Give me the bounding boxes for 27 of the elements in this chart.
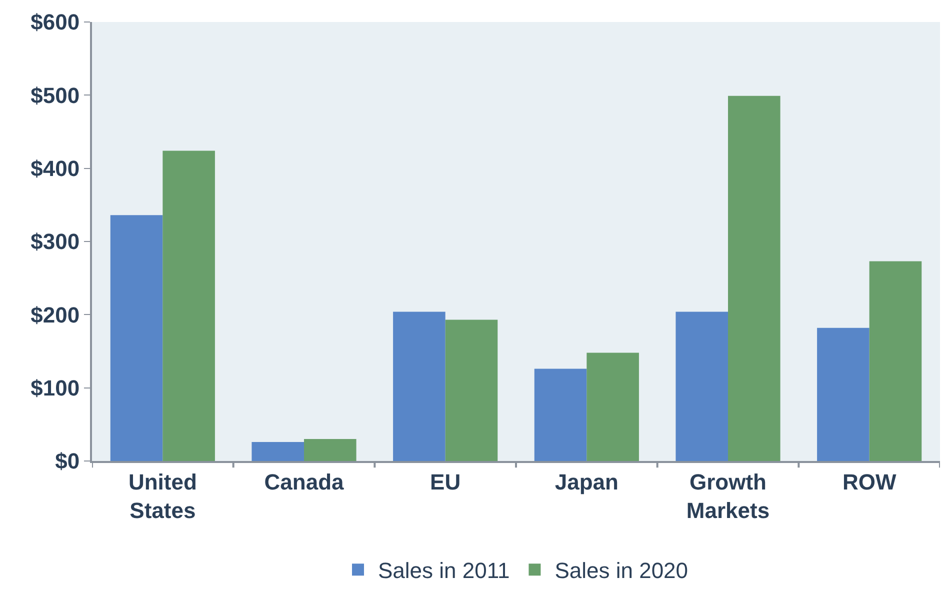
bar <box>252 442 304 461</box>
y-tick-label: $400 <box>30 156 80 182</box>
bar <box>676 312 728 461</box>
x-tick-label: Growth Markets <box>686 469 770 523</box>
y-tick-label: $500 <box>30 82 80 108</box>
x-tick-label: United States <box>128 469 197 523</box>
y-tick-label: $100 <box>30 376 80 401</box>
y-tick-label: $0 <box>55 448 80 474</box>
bar <box>393 312 446 461</box>
bar <box>869 261 922 461</box>
bar <box>534 368 587 461</box>
x-tick-label: ROW <box>842 469 896 494</box>
x-tick-label: Canada <box>264 469 344 494</box>
bar <box>586 352 639 461</box>
bar <box>728 96 780 461</box>
x-tick-label: Japan <box>554 469 618 494</box>
y-tick-label: $200 <box>30 302 80 328</box>
y-tick-label: $600 <box>30 10 80 35</box>
x-tick-label: EU <box>430 469 461 494</box>
legend-label: Sales in 2011 <box>378 558 510 584</box>
bar <box>817 328 870 461</box>
legend-label: Sales in 2020 <box>554 558 688 584</box>
bar <box>110 215 163 461</box>
bar <box>162 150 215 461</box>
bar <box>304 439 356 461</box>
y-tick-label: $300 <box>30 229 80 254</box>
bar <box>445 320 498 461</box>
